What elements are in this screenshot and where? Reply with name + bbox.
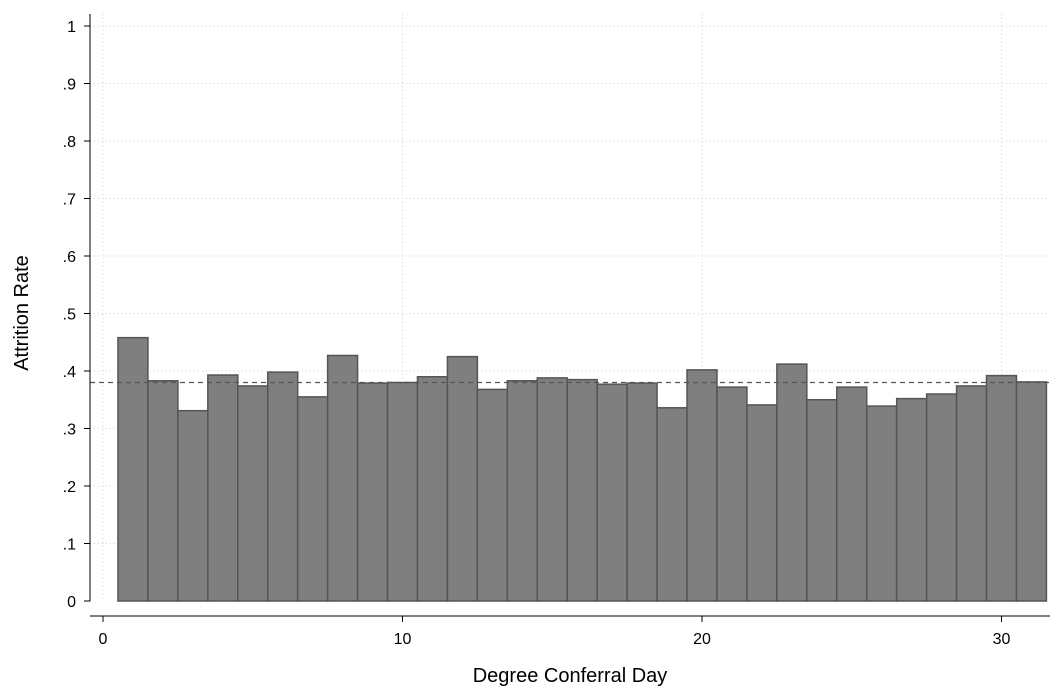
- y-tick-label: .9: [63, 77, 76, 94]
- y-tick-label: .8: [63, 134, 76, 151]
- axes: 0.1.2.3.4.5.6.7.8.910 10 20 30: [63, 14, 1050, 648]
- bar: [596, 383, 628, 602]
- x-tick-label: 10: [394, 631, 412, 648]
- y-tick-label: .3: [63, 422, 76, 439]
- y-tick-label: .6: [63, 249, 76, 266]
- bar: [117, 336, 149, 602]
- bar: [776, 363, 808, 602]
- bar: [177, 409, 209, 602]
- x-axis-title: Degree Conferral Day: [473, 665, 668, 687]
- bar: [386, 381, 419, 602]
- bar: [566, 378, 598, 602]
- bar: [746, 404, 778, 602]
- bar: [865, 405, 898, 602]
- bar: [656, 407, 688, 602]
- bar: [237, 385, 269, 602]
- y-tick-label: 0: [67, 594, 76, 611]
- bars: [117, 336, 1048, 602]
- bar: [476, 388, 509, 602]
- bar: [207, 374, 239, 602]
- bar: [326, 354, 359, 602]
- bar: [147, 380, 179, 602]
- bar: [536, 377, 568, 602]
- bar: [806, 399, 838, 602]
- bar: [266, 371, 299, 602]
- y-tick-label: .7: [63, 192, 76, 209]
- x-tick-label: 30: [993, 631, 1011, 648]
- y-tick-label: .5: [63, 307, 76, 324]
- bar: [416, 376, 449, 602]
- bar: [716, 386, 748, 602]
- bar: [626, 382, 658, 602]
- bar: [296, 396, 329, 602]
- bar: [1015, 381, 1048, 602]
- y-axis-title: Attrition Rate: [11, 255, 33, 371]
- bar: [985, 374, 1018, 602]
- y-tick-label: .2: [63, 479, 76, 496]
- y-tick-label: .1: [63, 537, 76, 554]
- bar: [836, 386, 868, 602]
- bar: [895, 397, 928, 602]
- bar: [356, 382, 389, 602]
- bar: [955, 385, 988, 602]
- bar: [925, 393, 958, 602]
- bar: [446, 355, 479, 602]
- bar: [506, 380, 539, 602]
- x-tick-label: 20: [693, 631, 711, 648]
- y-tick-label: 1: [67, 19, 76, 36]
- y-tick-label: .4: [63, 364, 76, 381]
- bar: [686, 369, 718, 602]
- x-tick-label: 0: [99, 631, 108, 648]
